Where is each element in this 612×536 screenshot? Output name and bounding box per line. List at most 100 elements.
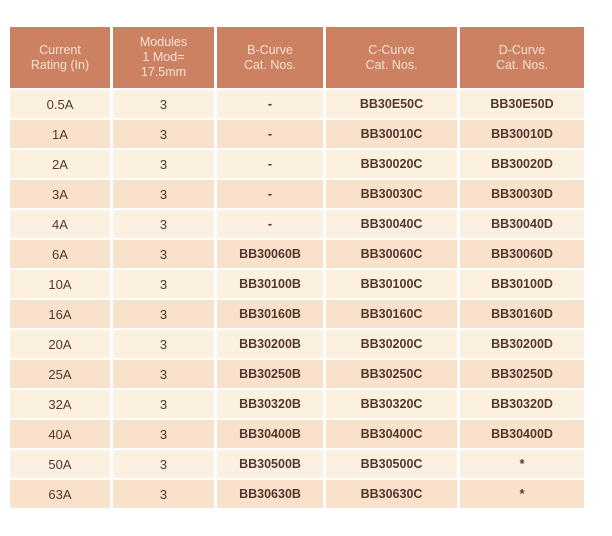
cell-current-rating: 20A xyxy=(10,330,110,358)
cell-modules: 3 xyxy=(113,150,214,178)
cell-d-curve: * xyxy=(460,480,584,508)
cell-d-curve: BB30040D xyxy=(460,210,584,238)
cell-c-curve: BB30060C xyxy=(326,240,457,268)
column-header-d-curve: D-Curve Cat. Nos. xyxy=(460,27,584,88)
cell-current-rating: 32A xyxy=(10,390,110,418)
cell-b-curve: - xyxy=(217,210,323,238)
header-line: Cat. Nos. xyxy=(243,57,297,72)
catalog-table: Current Rating (In) Modules 1 Mod= 17.5m… xyxy=(7,25,587,510)
table-row: 6A 3 BB30060B BB30060C BB30060D xyxy=(10,240,584,268)
cell-d-curve: BB30200D xyxy=(460,330,584,358)
header-line: 17.5mm xyxy=(140,65,187,79)
header-line: Modules xyxy=(139,35,188,49)
header-row: Current Rating (In) Modules 1 Mod= 17.5m… xyxy=(10,27,584,88)
cell-current-rating: 6A xyxy=(10,240,110,268)
cell-d-curve: * xyxy=(460,450,584,478)
cell-b-curve: BB30200B xyxy=(217,330,323,358)
cell-c-curve: BB30250C xyxy=(326,360,457,388)
cell-b-curve: BB30250B xyxy=(217,360,323,388)
cell-d-curve: BB30020D xyxy=(460,150,584,178)
table-row: 32A 3 BB30320B BB30320C BB30320D xyxy=(10,390,584,418)
header-line: 1 Mod= xyxy=(142,50,185,64)
cell-c-curve: BB30500C xyxy=(326,450,457,478)
cell-c-curve: BB30630C xyxy=(326,480,457,508)
cell-modules: 3 xyxy=(113,210,214,238)
cell-current-rating: 3A xyxy=(10,180,110,208)
cell-current-rating: 0.5A xyxy=(10,90,110,118)
header-line: Current xyxy=(39,42,81,57)
cell-b-curve: BB30060B xyxy=(217,240,323,268)
cell-c-curve: BB30100C xyxy=(326,270,457,298)
cell-c-curve: BB30160C xyxy=(326,300,457,328)
cell-d-curve: BB30250D xyxy=(460,360,584,388)
cell-modules: 3 xyxy=(113,240,214,268)
cell-b-curve: BB30400B xyxy=(217,420,323,448)
cell-current-rating: 25A xyxy=(10,360,110,388)
table-row: 4A 3 - BB30040C BB30040D xyxy=(10,210,584,238)
cell-b-curve: BB30100B xyxy=(217,270,323,298)
cell-current-rating: 50A xyxy=(10,450,110,478)
cell-c-curve: BB30040C xyxy=(326,210,457,238)
cell-c-curve: BB30320C xyxy=(326,390,457,418)
header-line: Cat. Nos. xyxy=(365,57,418,72)
cell-b-curve: BB30500B xyxy=(217,450,323,478)
cell-current-rating: 4A xyxy=(10,210,110,238)
cell-modules: 3 xyxy=(113,390,214,418)
cell-b-curve: - xyxy=(217,150,323,178)
cell-b-curve: BB30320B xyxy=(217,390,323,418)
table-row: 16A 3 BB30160B BB30160C BB30160D xyxy=(10,300,584,328)
cell-modules: 3 xyxy=(113,330,214,358)
cell-d-curve: BB30010D xyxy=(460,120,584,148)
cell-d-curve: BB30E50D xyxy=(460,90,584,118)
table-row: 10A 3 BB30100B BB30100C BB30100D xyxy=(10,270,584,298)
cell-c-curve: BB30200C xyxy=(326,330,457,358)
cell-c-curve: BB30010C xyxy=(326,120,457,148)
table-row: 0.5A 3 - BB30E50C BB30E50D xyxy=(10,90,584,118)
cell-modules: 3 xyxy=(113,360,214,388)
cell-d-curve: BB30030D xyxy=(460,180,584,208)
cell-current-rating: 40A xyxy=(10,420,110,448)
table-row: 63A 3 BB30630B BB30630C * xyxy=(10,480,584,508)
header-line: C-Curve xyxy=(368,42,415,57)
cell-modules: 3 xyxy=(113,90,214,118)
cell-modules: 3 xyxy=(113,180,214,208)
table-row: 50A 3 BB30500B BB30500C * xyxy=(10,450,584,478)
table-body: 0.5A 3 - BB30E50C BB30E50D 1A 3 - BB3001… xyxy=(10,90,584,508)
cell-b-curve: BB30630B xyxy=(217,480,323,508)
header-line: Cat. Nos. xyxy=(495,57,549,72)
table-row: 2A 3 - BB30020C BB30020D xyxy=(10,150,584,178)
table-row: 1A 3 - BB30010C BB30010D xyxy=(10,120,584,148)
table-row: 20A 3 BB30200B BB30200C BB30200D xyxy=(10,330,584,358)
column-header-modules: Modules 1 Mod= 17.5mm xyxy=(113,27,214,88)
cell-b-curve: - xyxy=(217,180,323,208)
cell-modules: 3 xyxy=(113,420,214,448)
cell-c-curve: BB30E50C xyxy=(326,90,457,118)
cell-current-rating: 16A xyxy=(10,300,110,328)
cell-d-curve: BB30400D xyxy=(460,420,584,448)
table-row: 40A 3 BB30400B BB30400C BB30400D xyxy=(10,420,584,448)
cell-c-curve: BB30020C xyxy=(326,150,457,178)
cell-b-curve: - xyxy=(217,90,323,118)
cell-modules: 3 xyxy=(113,120,214,148)
cell-d-curve: BB30320D xyxy=(460,390,584,418)
cell-b-curve: BB30160B xyxy=(217,300,323,328)
column-header-current-rating: Current Rating (In) xyxy=(10,27,110,88)
cell-b-curve: - xyxy=(217,120,323,148)
cell-c-curve: BB30030C xyxy=(326,180,457,208)
cell-modules: 3 xyxy=(113,480,214,508)
cell-current-rating: 1A xyxy=(10,120,110,148)
cell-current-rating: 2A xyxy=(10,150,110,178)
cell-current-rating: 63A xyxy=(10,480,110,508)
cell-modules: 3 xyxy=(113,450,214,478)
header-line: D-Curve xyxy=(498,42,546,57)
cell-modules: 3 xyxy=(113,300,214,328)
cell-d-curve: BB30160D xyxy=(460,300,584,328)
table-row: 25A 3 BB30250B BB30250C BB30250D xyxy=(10,360,584,388)
table-header: Current Rating (In) Modules 1 Mod= 17.5m… xyxy=(10,27,584,88)
cell-c-curve: BB30400C xyxy=(326,420,457,448)
header-line: B-Curve xyxy=(247,42,293,57)
cell-d-curve: BB30060D xyxy=(460,240,584,268)
column-header-c-curve: C-Curve Cat. Nos. xyxy=(326,27,457,88)
cell-current-rating: 10A xyxy=(10,270,110,298)
